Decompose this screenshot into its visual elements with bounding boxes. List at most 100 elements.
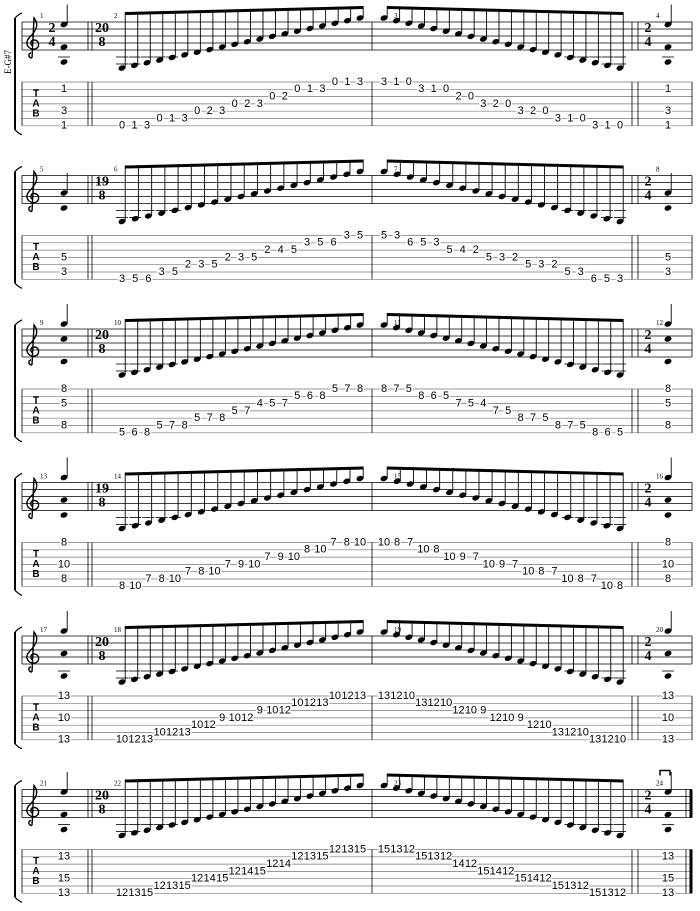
time-signature-bottom: 8 [99, 342, 106, 357]
note-head [144, 520, 152, 526]
note-head [263, 495, 271, 501]
note-head [380, 782, 388, 789]
note-head [343, 324, 351, 331]
note-head [243, 806, 251, 812]
note-head [485, 497, 493, 504]
note-head [256, 36, 264, 42]
tab-clef-letter: B [32, 723, 39, 734]
tab-fret: 6 [431, 390, 437, 402]
note-head [664, 44, 672, 50]
tab-fret: 5 [542, 412, 548, 424]
tab-fret: 10 [169, 573, 181, 585]
tab-fret: 15 [179, 880, 191, 892]
note-head [392, 324, 400, 331]
beam [387, 773, 624, 783]
tab-fret: 2 [512, 251, 518, 263]
tab-fret: 5 [357, 229, 363, 241]
tab-fret: 8 [394, 536, 400, 548]
tab-fret: 8 [198, 566, 204, 578]
note-head [554, 359, 562, 365]
note-head [664, 497, 672, 503]
tab-fret: 8 [159, 573, 165, 585]
note-head [143, 60, 151, 66]
note-head [60, 512, 68, 518]
note-head [60, 673, 68, 679]
tab-fret: 13 [341, 843, 353, 855]
note-head [393, 171, 401, 178]
tab-fret: 15 [515, 873, 527, 885]
measure-number: 17 [40, 626, 48, 634]
tab-fret: 8 [617, 580, 623, 592]
note-head [479, 343, 487, 349]
note-head [206, 353, 214, 360]
note-head [256, 650, 264, 656]
note-head [330, 174, 338, 180]
tab-fret: 7 [530, 412, 536, 424]
beam [125, 159, 364, 169]
tab-fret: 13 [354, 690, 366, 702]
tab-fret: 5 [604, 273, 610, 285]
note-head [511, 196, 519, 203]
note-head [60, 628, 68, 634]
note-head [432, 179, 440, 186]
note-head [529, 353, 537, 360]
tab-fret: 10 [440, 697, 452, 709]
note-head [479, 803, 487, 810]
note-head [504, 655, 512, 662]
tab-fret: 5 [505, 405, 511, 417]
tab-fret: 10 [354, 536, 366, 548]
note-head [60, 358, 68, 365]
note-head [168, 54, 176, 61]
note-head [430, 639, 438, 646]
measure-number: 8 [656, 166, 660, 174]
note-head [197, 509, 205, 515]
tab-clef-letter: A [32, 406, 39, 417]
note-head [193, 49, 201, 55]
tab-fret: 3 [257, 98, 263, 110]
time-signature-bottom: 4 [645, 189, 652, 204]
note-head [591, 367, 599, 373]
time-signature-bottom: 8 [99, 189, 106, 204]
note-head [472, 188, 480, 194]
tab-fret: 15 [216, 873, 228, 885]
note-head [430, 25, 438, 32]
tab-clef-letter: B [32, 416, 39, 427]
tab-fret: 3 [219, 105, 225, 117]
note-head [224, 503, 232, 510]
tab-fret: 9 [480, 705, 486, 717]
tab-fret: 9 [257, 705, 263, 717]
note-head [168, 822, 176, 828]
chord-label: E-G#7 [3, 50, 13, 74]
tab-fret: 13 [58, 887, 70, 899]
tab-fret: 3 [198, 259, 204, 271]
note-head [318, 23, 326, 29]
note-head [579, 824, 587, 831]
tab-fret: 7 [493, 405, 499, 417]
tab-fret: 10 [502, 712, 514, 724]
tab-fret: 8 [357, 383, 363, 395]
note-head [554, 52, 562, 58]
tab-fret: 7 [169, 419, 175, 431]
tab-fret: 3 [159, 266, 165, 278]
tab-fret: 3 [617, 273, 623, 285]
note-head [224, 196, 232, 203]
note-head [616, 65, 624, 71]
tab-fret: 5 [119, 427, 125, 439]
tab-fret: 15 [316, 851, 328, 863]
tab-fret: 2 [493, 98, 499, 110]
tab-fret: 14 [279, 858, 291, 870]
tab-fret: 13 [390, 843, 402, 855]
note-head [316, 177, 324, 183]
tab-fret: 12 [241, 712, 253, 724]
tab-fret: 0 [294, 83, 300, 95]
time-signature-bottom: 4 [645, 803, 652, 818]
tab-clef-letter: T [33, 396, 39, 407]
note-head [193, 816, 201, 823]
note-head [193, 356, 201, 362]
tab-fret: 7 [551, 566, 557, 578]
note-head [118, 65, 126, 71]
note-head [498, 193, 506, 200]
time-signature-top: 2 [645, 175, 652, 190]
note-head [158, 517, 166, 523]
tab-fret: 10 [465, 705, 477, 717]
